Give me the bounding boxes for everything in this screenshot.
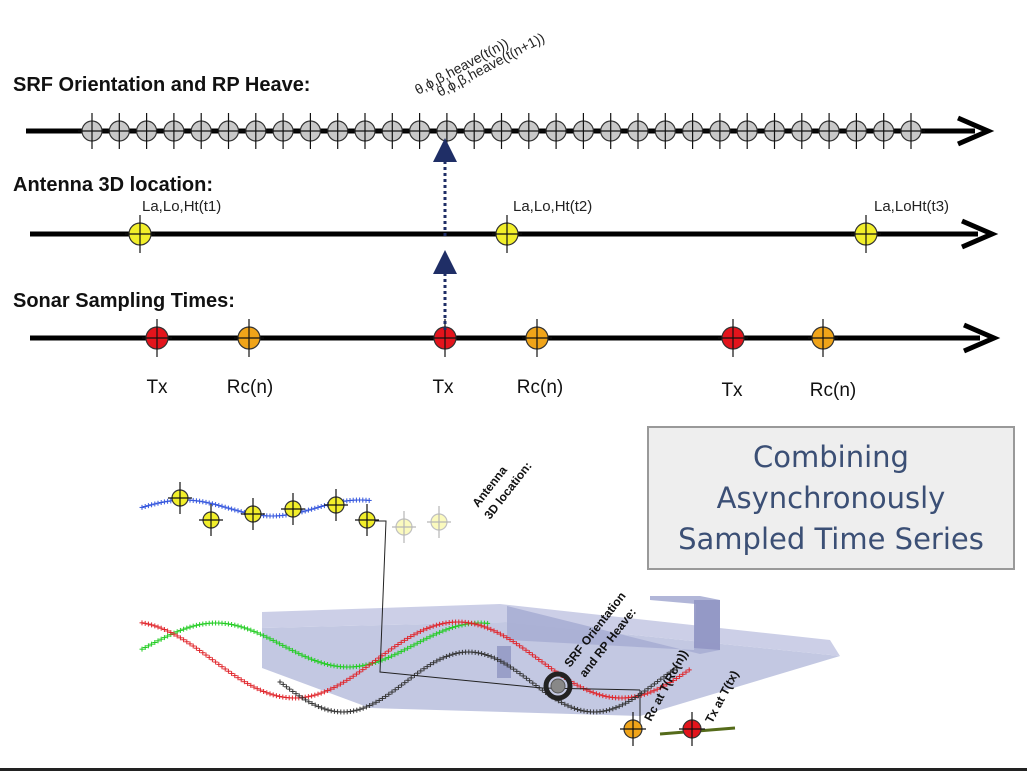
srf-sample-marker (269, 113, 298, 149)
srf-sample-marker (105, 113, 134, 149)
tx-marker (430, 319, 460, 357)
antenna-header: Antenna 3D location: (13, 174, 214, 196)
antenna-position-marker-faded (392, 511, 416, 543)
title-box: Combining Asynchronously Sampled Time Se… (647, 426, 1015, 570)
antenna-timeline (30, 215, 999, 253)
antenna-position-marker (241, 498, 265, 530)
srf-sample-marker (214, 113, 243, 149)
sonar-label-rc-2: Rc(n) (517, 377, 563, 398)
antenna-sample-marker (851, 215, 881, 253)
green-trace (139, 620, 491, 670)
bottom-rule (0, 768, 1027, 771)
srf-sample-marker (378, 113, 407, 149)
srf-sample-marker (487, 113, 516, 149)
sonar-label-rc-1: Rc(n) (227, 377, 273, 398)
srf-sample-marker (569, 113, 598, 149)
srf-sample-marker (432, 113, 461, 149)
sonar-label-tx-1: Tx (146, 377, 168, 398)
srf-sample-marker (405, 113, 434, 149)
srf-sample-marker (460, 113, 489, 149)
red-trace (139, 619, 692, 701)
vessel-cabin (507, 596, 720, 654)
srf-header: SRF Orientation and RP Heave: (13, 74, 311, 96)
rc-marker (808, 319, 838, 357)
srf-sample-marker (159, 113, 188, 149)
srf-sample-marker (678, 113, 707, 149)
antenna-position-marker (355, 504, 379, 536)
antenna-label-t3: La,LoHt(t3) (874, 198, 949, 215)
sonar-timeline (30, 319, 1001, 357)
rc-position-marker (620, 712, 646, 746)
tx-marker (142, 319, 172, 357)
srf-sample-marker (815, 113, 844, 149)
antenna-sample-marker (492, 215, 522, 253)
srf-sample-marker (651, 113, 680, 149)
motion-traces (139, 497, 692, 715)
sonar-header: Sonar Sampling Times: (13, 290, 235, 312)
srf-sample-marker (78, 113, 106, 149)
srf-sample-marker (514, 113, 543, 149)
antenna-connector (366, 520, 543, 689)
srf-sample-marker (760, 113, 789, 149)
srf-sample-marker (705, 113, 734, 149)
srf-sample-marker (351, 113, 379, 149)
antenna-position-marker (199, 504, 223, 536)
srf-sample-marker (897, 113, 925, 149)
srf-sample-marker (733, 113, 762, 149)
antenna-position-marker (168, 482, 192, 514)
antenna-label-t1: La,Lo,Ht(t1) (142, 198, 221, 215)
rc-marker (522, 319, 552, 357)
antenna-position-marker (281, 493, 305, 525)
srf-sample-marker (596, 113, 625, 149)
srf-sample-marker (624, 113, 652, 149)
tx-marker (718, 319, 748, 357)
vessel-deck (262, 604, 840, 656)
srf-reference-ring-icon (543, 671, 573, 701)
srf-sample-marker (241, 113, 270, 149)
srf-sample-marker (542, 113, 571, 149)
rc-marker (234, 319, 264, 357)
srf-sample-marker (296, 113, 325, 149)
srf-sample-marker (187, 113, 216, 149)
sonar-label-rc-3: Rc(n) (810, 380, 856, 401)
sonar-label-tx-3: Tx (721, 380, 743, 401)
antenna-sample-marker (125, 215, 155, 253)
srf-sample-marker (132, 113, 161, 149)
title-line-2: Asynchronously (716, 480, 946, 515)
title-line-3: Sampled Time Series (678, 521, 984, 556)
srf-sample-marker (787, 113, 816, 149)
srf-timeline (26, 113, 995, 149)
sonar-label-tx-2: Tx (432, 377, 454, 398)
antenna-label-t2: La,Lo,Ht(t2) (513, 198, 592, 215)
antenna-position-marker-faded (427, 506, 451, 538)
srf-sample-marker (869, 113, 898, 149)
title-line-1: Combining (753, 439, 909, 474)
antenna-position-marker (324, 489, 348, 521)
srf-sample-marker (323, 113, 352, 149)
black-trace (277, 649, 680, 715)
tx-position-marker (679, 712, 705, 746)
srf-sample-marker (842, 113, 871, 149)
